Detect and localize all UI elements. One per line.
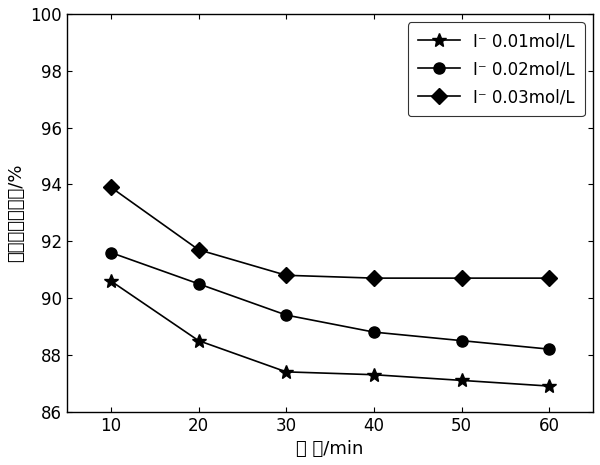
I⁻ 0.01mol/L: [545, 383, 553, 389]
I⁻ 0.01mol/L: [458, 378, 465, 383]
I⁻ 0.03mol/L: [283, 272, 290, 278]
I⁻ 0.02mol/L: [545, 346, 553, 352]
I⁻ 0.01mol/L: [283, 369, 290, 375]
I⁻ 0.01mol/L: [107, 278, 115, 284]
I⁻ 0.03mol/L: [195, 247, 202, 252]
I⁻ 0.02mol/L: [107, 250, 115, 255]
Line: I⁻ 0.01mol/L: I⁻ 0.01mol/L: [104, 274, 556, 393]
I⁻ 0.02mol/L: [370, 329, 377, 335]
X-axis label: 时 间/min: 时 间/min: [296, 440, 364, 458]
I⁻ 0.03mol/L: [107, 185, 115, 190]
I⁻ 0.03mol/L: [458, 275, 465, 281]
Legend: I⁻ 0.01mol/L, I⁻ 0.02mol/L, I⁻ 0.03mol/L: I⁻ 0.01mol/L, I⁻ 0.02mol/L, I⁻ 0.03mol/L: [408, 22, 585, 116]
Line: I⁻ 0.03mol/L: I⁻ 0.03mol/L: [105, 182, 555, 284]
I⁻ 0.02mol/L: [458, 338, 465, 344]
I⁻ 0.02mol/L: [195, 281, 202, 286]
I⁻ 0.03mol/L: [545, 275, 553, 281]
I⁻ 0.02mol/L: [283, 312, 290, 318]
I⁻ 0.01mol/L: [370, 372, 377, 378]
Line: I⁻ 0.02mol/L: I⁻ 0.02mol/L: [105, 247, 555, 355]
Y-axis label: 单质态汞去除率/%: 单质态汞去除率/%: [7, 164, 25, 262]
I⁻ 0.01mol/L: [195, 338, 202, 344]
I⁻ 0.03mol/L: [370, 275, 377, 281]
